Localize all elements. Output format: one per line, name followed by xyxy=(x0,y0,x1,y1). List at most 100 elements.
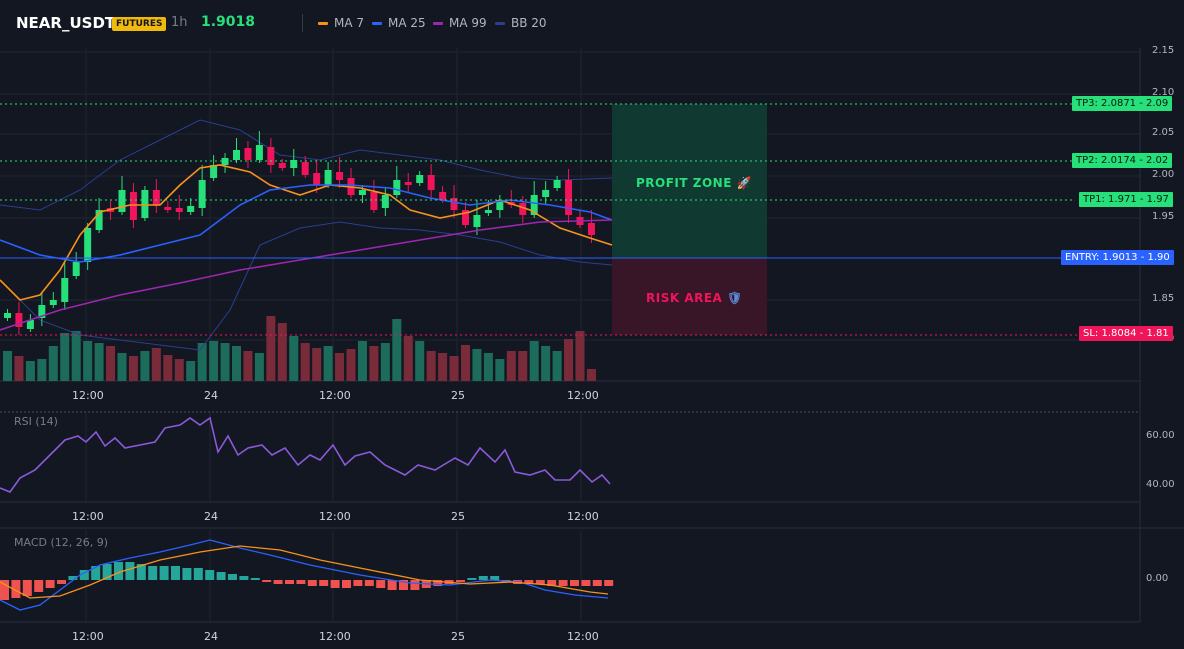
macd-hist-bar xyxy=(136,564,146,580)
time-axis-tick: 12:00 xyxy=(567,510,599,523)
volume-bar xyxy=(117,353,127,381)
macd-hist-bar xyxy=(193,568,203,580)
macd-hist-bar xyxy=(342,580,351,588)
tp3-label[interactable]: TP3: 2.0871 - 2.09 xyxy=(1072,96,1173,111)
candle-body xyxy=(175,208,183,212)
volume-bar xyxy=(335,353,345,381)
candle-body xyxy=(164,207,172,210)
candle-body xyxy=(301,162,309,175)
candle-body xyxy=(4,313,11,318)
volume-bar xyxy=(3,351,12,381)
current-price: 1.9018 xyxy=(201,14,256,30)
price-axis-tick: 2.05 xyxy=(1152,127,1175,138)
macd-hist-bar xyxy=(102,564,112,580)
timeframe-label[interactable]: 1h xyxy=(171,15,188,30)
tp2-label[interactable]: TP2: 2.0174 - 2.02 xyxy=(1072,153,1173,168)
time-axis-tick: 24 xyxy=(204,510,218,523)
legend-ma7[interactable]: MA 7 xyxy=(318,16,364,30)
time-axis-tick: 24 xyxy=(204,389,218,402)
ma99-swatch xyxy=(433,21,443,25)
rsi-axis-40: 40.00 xyxy=(1146,479,1175,490)
legend-bb20-label: BB 20 xyxy=(511,16,547,30)
volume-bar xyxy=(495,359,505,381)
legend-ma99[interactable]: MA 99 xyxy=(433,16,487,30)
macd-hist-bar xyxy=(285,580,294,584)
macd-hist-bar xyxy=(182,568,192,580)
candle-body xyxy=(565,180,573,215)
candle-body xyxy=(198,180,206,208)
macd-hist-bar xyxy=(91,566,101,580)
price-axis-tick: 2.10 xyxy=(1152,87,1175,98)
bb-lower xyxy=(0,221,613,351)
macd-hist-bar xyxy=(250,578,260,580)
time-axis-tick: 12:00 xyxy=(319,389,351,402)
macd-hist-bar xyxy=(216,572,226,580)
profit-zone-label: PROFIT ZONE 🚀 xyxy=(636,176,753,190)
tp1-label[interactable]: TP1: 1.971 - 1.97 xyxy=(1079,192,1173,207)
volume-bar xyxy=(197,343,207,381)
macd-hist-bar xyxy=(558,580,568,586)
volume-bar xyxy=(220,343,230,381)
macd-hist-bar xyxy=(57,580,66,584)
macd-hist-bar xyxy=(114,562,123,580)
macd-pane xyxy=(0,539,614,611)
symbol-name[interactable]: NEAR_USDT xyxy=(16,14,116,32)
profit-zone xyxy=(612,104,767,258)
sl-label[interactable]: SL: 1.8084 - 1.81 xyxy=(1079,326,1173,341)
price-axis-tick: 2.00 xyxy=(1152,169,1175,180)
legend-ma25[interactable]: MA 25 xyxy=(372,16,426,30)
moving-averages xyxy=(0,164,613,331)
volume-bar xyxy=(48,346,58,381)
candle-body xyxy=(255,145,263,160)
candle-body xyxy=(484,210,492,213)
candle-body xyxy=(210,165,218,178)
rsi-pane xyxy=(0,416,611,493)
entry-label[interactable]: ENTRY: 1.9013 - 1.90 xyxy=(1061,250,1174,265)
candle-body xyxy=(38,305,46,318)
macd-hist-bar xyxy=(273,580,283,584)
shield-icon: 🛡 xyxy=(727,291,743,305)
time-axis-tick: 25 xyxy=(451,630,465,643)
macd-hist-bar xyxy=(148,566,158,580)
candle-body xyxy=(141,190,149,218)
volume-bar xyxy=(518,351,528,381)
risk-zone xyxy=(612,258,767,335)
candle-body xyxy=(324,170,332,185)
rocket-icon: 🚀 xyxy=(736,176,753,190)
candle-body xyxy=(72,262,80,276)
time-axis-tick: 12:00 xyxy=(72,510,104,523)
macd-hist-bar xyxy=(433,580,443,586)
macd-hist-bar xyxy=(330,580,340,588)
volume-bar xyxy=(254,353,264,381)
macd-hist-bar xyxy=(11,580,21,598)
macd-hist-bar xyxy=(524,580,534,584)
macd-title: MACD (12, 26, 9) xyxy=(14,536,109,549)
volume-bar xyxy=(300,343,310,381)
candle-body xyxy=(290,160,298,168)
legend-ma7-label: MA 7 xyxy=(334,16,365,30)
volume-bar xyxy=(140,351,150,381)
volume-bar xyxy=(529,341,539,381)
candle-body xyxy=(450,198,458,210)
volume-bar xyxy=(403,336,413,381)
candle-body xyxy=(473,215,481,227)
macd-hist-bar xyxy=(376,580,386,588)
macd-hist-bar xyxy=(79,570,89,580)
volume-bar xyxy=(506,351,516,381)
candle-body xyxy=(439,192,447,200)
candle-body xyxy=(542,190,550,197)
macd-hist-bar xyxy=(364,580,374,586)
legend-bb20[interactable]: BB 20 xyxy=(495,16,547,30)
volume-bar xyxy=(60,333,70,381)
macd-hist-bar xyxy=(262,580,272,582)
ma25-swatch xyxy=(372,21,382,25)
bb-upper xyxy=(0,119,613,211)
volume-bar xyxy=(357,341,367,381)
volume-bar xyxy=(106,346,116,381)
macd-hist-bar xyxy=(159,566,169,580)
macd-hist-bar xyxy=(547,580,557,586)
candle-body xyxy=(553,180,561,188)
time-axis-tick: 25 xyxy=(451,389,465,402)
volume-bar xyxy=(128,356,138,381)
